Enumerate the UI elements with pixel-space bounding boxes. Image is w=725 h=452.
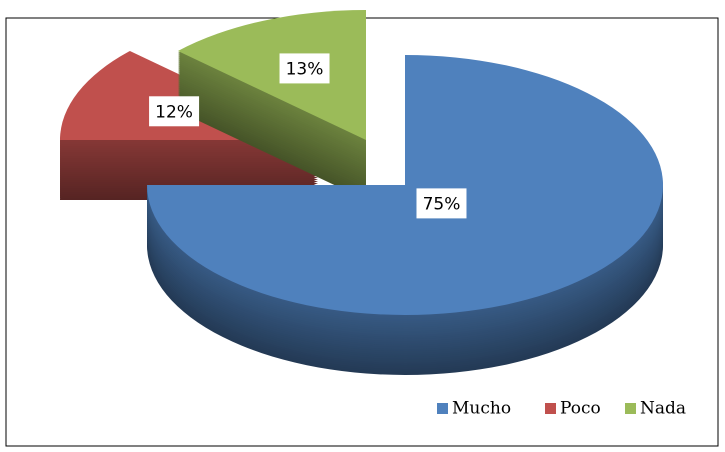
slice [147,55,663,315]
legend-swatch [625,403,636,414]
legend-swatch [437,403,448,414]
legend-swatch [545,403,556,414]
data-label-box [149,96,200,127]
data-label: 13% [286,59,324,79]
legend-label: Poco [560,399,601,419]
legend-label: Nada [640,399,686,419]
data-label: 12% [155,102,193,122]
legend-label: Mucho [452,399,511,419]
data-label-box [279,53,330,84]
slice-group [147,55,663,375]
data-label-box [416,188,467,219]
slice [177,10,366,140]
data-label: 75% [423,194,461,214]
